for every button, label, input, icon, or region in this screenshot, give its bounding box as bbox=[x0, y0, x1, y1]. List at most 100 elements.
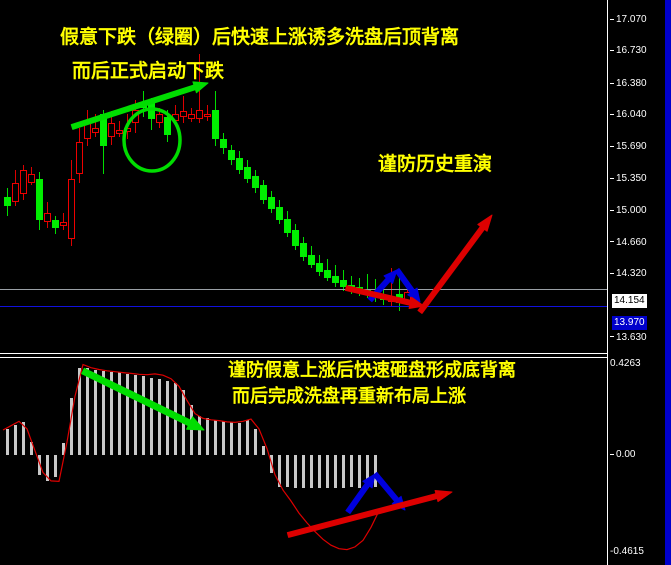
macd-red-up-arrow-shaft bbox=[286, 493, 438, 538]
macd-bar bbox=[14, 424, 17, 456]
macd-bar bbox=[62, 443, 65, 456]
macd-bar bbox=[286, 455, 289, 488]
candle-body bbox=[52, 220, 59, 228]
macd-bar bbox=[182, 389, 185, 456]
candle-wick bbox=[127, 114, 128, 140]
price-tick: 14.660 bbox=[610, 237, 647, 248]
candle-wick bbox=[375, 279, 376, 302]
price-tick: 16.040 bbox=[610, 110, 647, 120]
candle-body bbox=[76, 141, 83, 175]
macd-annotation-line1: 谨防假意上涨后快速砸盘形成底背离 bbox=[228, 360, 516, 381]
candle-wick bbox=[351, 275, 352, 295]
macd-bar bbox=[254, 428, 257, 456]
macd-bar bbox=[118, 372, 121, 456]
macd-bar bbox=[174, 383, 177, 456]
macd-bar bbox=[374, 455, 377, 488]
macd-bar bbox=[302, 455, 305, 489]
candle-body bbox=[308, 255, 315, 265]
candle-wick bbox=[63, 212, 64, 230]
macd-bar bbox=[278, 455, 281, 487]
macd-bar bbox=[102, 371, 105, 456]
candle-body bbox=[204, 114, 211, 117]
candle-wick bbox=[207, 104, 208, 121]
price-chart-panel[interactable] bbox=[0, 0, 671, 355]
candle-body bbox=[260, 185, 267, 201]
green-up-trend-arrow-head bbox=[192, 81, 209, 94]
price-tick: 17.070 bbox=[610, 15, 647, 25]
candle-body bbox=[116, 129, 123, 134]
macd-tick: -0.4615 bbox=[610, 546, 644, 557]
candle-body bbox=[132, 109, 139, 124]
macd-blue-down-leg-head bbox=[391, 495, 406, 511]
macd-annotation-line2: 而后完成洗盘再重新布局上涨 bbox=[232, 386, 466, 407]
macd-bar bbox=[142, 376, 145, 456]
macd-bar bbox=[310, 455, 313, 488]
bid-price-line bbox=[0, 306, 607, 307]
candle-body bbox=[388, 297, 395, 302]
candle-body bbox=[148, 102, 155, 119]
macd-bar bbox=[22, 422, 25, 456]
macd-bar bbox=[150, 378, 153, 456]
macd-bar bbox=[94, 369, 97, 456]
macd-bar bbox=[214, 420, 217, 456]
candle-body bbox=[284, 218, 291, 234]
macd-bar bbox=[222, 420, 225, 456]
candle-body bbox=[396, 294, 403, 304]
candle-body bbox=[380, 296, 387, 300]
candle-body bbox=[228, 150, 235, 161]
macd-bar bbox=[70, 398, 73, 456]
candle-wick bbox=[183, 95, 184, 124]
macd-bar bbox=[358, 455, 361, 488]
macd-bar bbox=[6, 429, 9, 456]
macd-bar bbox=[342, 455, 345, 488]
candle-body bbox=[404, 292, 411, 302]
macd-bar bbox=[30, 442, 33, 456]
macd-bar bbox=[190, 404, 193, 456]
macd-bar bbox=[134, 374, 137, 456]
candle-body bbox=[4, 197, 11, 207]
macd-bar bbox=[270, 455, 273, 473]
candle-body bbox=[188, 114, 195, 119]
macd-bar bbox=[198, 415, 201, 456]
top-annotation-line1: 假意下跌（绿圈）后快速上涨诱多洗盘后顶背离 bbox=[60, 26, 460, 48]
price-scale-axis[interactable]: 17.070 16.730 16.380 16.040 15.690 15.350 15.0… bbox=[607, 0, 671, 565]
macd-bar bbox=[110, 371, 113, 456]
candle-body bbox=[60, 222, 67, 226]
price-tick: 15.690 bbox=[610, 142, 647, 152]
macd-bar bbox=[38, 455, 41, 476]
macd-bar bbox=[86, 368, 89, 456]
candle-body bbox=[268, 197, 275, 210]
macd-bar bbox=[158, 379, 161, 456]
macd-bar bbox=[246, 420, 249, 456]
candle-body bbox=[28, 174, 35, 184]
candle-body bbox=[20, 169, 27, 195]
candle-body bbox=[156, 114, 163, 124]
candle-body bbox=[236, 157, 243, 170]
macd-panel-top-border bbox=[0, 357, 607, 358]
price-tick: 16.730 bbox=[610, 46, 647, 56]
price-tick: 15.350 bbox=[610, 173, 647, 184]
macd-bar bbox=[166, 380, 169, 456]
macd-bar bbox=[350, 455, 353, 488]
macd-bar bbox=[318, 455, 321, 489]
red-up-arrow-head bbox=[477, 214, 493, 232]
candle-body bbox=[12, 183, 19, 202]
candle-body bbox=[180, 111, 187, 117]
price-tick: 16.380 bbox=[610, 78, 647, 89]
right-edge-strip bbox=[665, 0, 671, 565]
macd-bar bbox=[78, 367, 81, 456]
macd-tick: 0.4263 bbox=[610, 358, 641, 369]
candle-body bbox=[196, 109, 203, 119]
red-up-arrow-shaft bbox=[417, 225, 485, 314]
candle-body bbox=[140, 102, 147, 108]
candle-body bbox=[292, 229, 299, 247]
macd-bar bbox=[238, 422, 241, 456]
candle-body bbox=[332, 275, 339, 284]
macd-bar bbox=[54, 455, 57, 477]
candle-body bbox=[92, 128, 99, 133]
candle-body bbox=[276, 206, 283, 221]
price-tick: 13.630 bbox=[610, 332, 647, 343]
price-annotation-overlay bbox=[70, 81, 493, 314]
candle-body bbox=[300, 242, 307, 258]
